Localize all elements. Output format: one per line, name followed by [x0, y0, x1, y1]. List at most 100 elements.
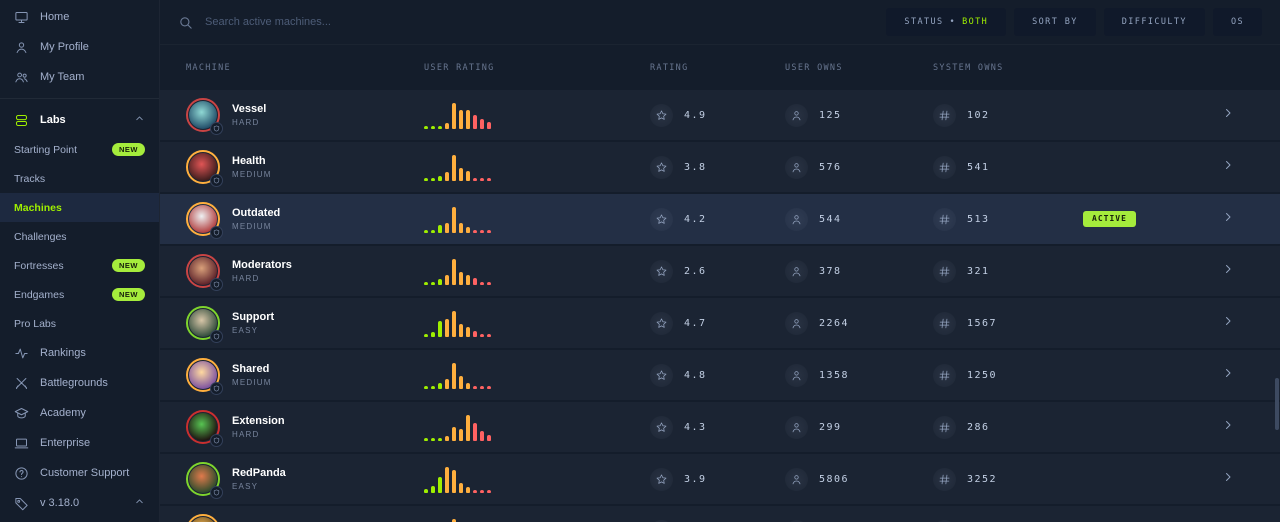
- sidebar-item-my-profile[interactable]: My Profile: [0, 32, 159, 62]
- hash-icon: [933, 415, 956, 439]
- row-chevron[interactable]: [1178, 314, 1264, 332]
- row-chevron[interactable]: [1178, 106, 1264, 124]
- sidebar-item-academy[interactable]: Academy: [0, 398, 159, 428]
- histogram-bar: [438, 224, 442, 233]
- row-chevron[interactable]: [1178, 418, 1264, 436]
- machine-row[interactable]: Health MEDIUM 3.8 576 541: [160, 142, 1280, 192]
- machine-difficulty: MEDIUM: [232, 378, 272, 387]
- machine-avatar: [186, 202, 223, 239]
- machine-row[interactable]: Extension HARD 4.3 299 286: [160, 402, 1280, 452]
- sidebar-item-my-team[interactable]: My Team: [0, 62, 159, 92]
- system-owns-cell: 321: [933, 259, 1083, 283]
- histogram-bar: [431, 485, 435, 493]
- sidebar-group-labs[interactable]: Labs: [0, 105, 159, 135]
- row-chevron[interactable]: [1178, 158, 1264, 176]
- machine-avatar: [186, 150, 223, 187]
- star-icon: [650, 103, 673, 127]
- machine-name: Moderators: [232, 259, 292, 271]
- user-rating-histogram: [424, 206, 491, 233]
- histogram-bar: [424, 177, 428, 181]
- sidebar-item-rankings[interactable]: Rankings: [0, 338, 159, 368]
- os-badge-icon: [210, 330, 223, 343]
- chevron-up-icon[interactable]: [134, 496, 145, 510]
- sidebar-item-label: Machines: [14, 201, 62, 214]
- machine-name: Vessel: [232, 103, 267, 115]
- row-chevron[interactable]: [1178, 366, 1264, 384]
- person-icon: [785, 103, 808, 127]
- sidebar-item-challenges[interactable]: Challenges: [0, 222, 159, 251]
- histogram-bar: [445, 171, 449, 181]
- sidebar-version[interactable]: v 3.18.0: [0, 488, 159, 518]
- rating-cell: 4.7: [650, 311, 785, 335]
- sidebar-item-battlegrounds[interactable]: Battlegrounds: [0, 368, 159, 398]
- row-chevron[interactable]: [1178, 262, 1264, 280]
- person-icon: [785, 415, 808, 439]
- column-header: RATING: [650, 62, 689, 73]
- machine-row[interactable]: Support EASY 4.7 2264 1567: [160, 298, 1280, 348]
- histogram-bar: [445, 122, 449, 129]
- histogram-bar: [452, 102, 456, 129]
- machine-row-partial[interactable]: [160, 506, 1280, 522]
- rating-cell: 4.3: [650, 415, 785, 439]
- sidebar-item-label: Pro Labs: [14, 317, 57, 330]
- filter-difficulty[interactable]: DIFFICULTY: [1103, 8, 1205, 36]
- filter-sort-by[interactable]: SORT BY: [1014, 8, 1096, 36]
- grad-cap-icon: [14, 406, 29, 421]
- user-owns-cell: 299: [785, 415, 933, 439]
- histogram-bar: [487, 121, 491, 129]
- histogram-bar: [459, 482, 463, 493]
- sidebar-item-customer-support[interactable]: Customer Support: [0, 458, 159, 488]
- help-icon: [14, 466, 29, 481]
- filter-os[interactable]: OS: [1212, 8, 1262, 36]
- sidebar-item-label: Fortresses: [14, 259, 64, 272]
- histogram-bar: [431, 177, 435, 181]
- histogram-bar: [473, 114, 477, 129]
- monitor-icon: [14, 10, 29, 25]
- filter-status[interactable]: STATUS • BOTH: [886, 8, 1007, 36]
- sidebar-item-machines[interactable]: Machines: [0, 193, 159, 222]
- user-owns-cell: 125: [785, 103, 933, 127]
- histogram-bar: [487, 489, 491, 493]
- swords-icon: [14, 376, 29, 391]
- histogram-bar: [424, 385, 428, 389]
- histogram-bar: [431, 125, 435, 129]
- hash-icon: [933, 155, 956, 179]
- chevron-up-icon[interactable]: [134, 113, 145, 127]
- search-input[interactable]: [205, 16, 505, 28]
- sidebar-item-home[interactable]: Home: [0, 2, 159, 32]
- row-chevron[interactable]: [1178, 470, 1264, 488]
- machine-row[interactable]: Shared MEDIUM 4.8 1358 1250: [160, 350, 1280, 400]
- histogram-bar: [473, 385, 477, 389]
- user-rating-cell: [424, 518, 650, 522]
- sidebar-item-label: Challenges: [14, 230, 67, 243]
- user-owns-cell: 378: [785, 259, 933, 283]
- user-owns-value: 2264: [819, 317, 850, 329]
- machine-row[interactable]: Vessel HARD 4.9 125 102: [160, 90, 1280, 140]
- system-owns-cell: 286: [933, 415, 1083, 439]
- sidebar-item-pro-labs[interactable]: Pro Labs: [0, 309, 159, 338]
- histogram-bar: [445, 466, 449, 493]
- version-label: v 3.18.0: [40, 497, 80, 509]
- machine-name: Outdated: [232, 207, 281, 219]
- machine-row[interactable]: Moderators HARD 2.6 378 321: [160, 246, 1280, 296]
- sidebar-item-starting-point[interactable]: Starting Point NEW: [0, 135, 159, 164]
- row-chevron[interactable]: [1178, 210, 1264, 228]
- histogram-bar: [473, 177, 477, 181]
- sidebar-item-fortresses[interactable]: Fortresses NEW: [0, 251, 159, 280]
- scrollbar-thumb[interactable]: [1275, 378, 1279, 430]
- histogram-bar: [445, 222, 449, 233]
- sidebar-item-label: Tracks: [14, 172, 46, 185]
- user-rating-cell: [424, 310, 650, 337]
- user-owns-value: 299: [819, 421, 842, 433]
- machine-row[interactable]: Outdated MEDIUM 4.2 544 513 ACTIVE: [160, 194, 1280, 244]
- machine-row[interactable]: RedPanda EASY 3.9 5806 3252: [160, 454, 1280, 504]
- activity-icon: [14, 346, 29, 361]
- os-badge-icon: [210, 226, 223, 239]
- machine-cell: Health MEDIUM: [186, 150, 424, 187]
- os-badge-icon: [210, 486, 223, 499]
- sidebar-item-endgames[interactable]: Endgames NEW: [0, 280, 159, 309]
- sidebar-item-label: Endgames: [14, 288, 65, 301]
- sidebar-item-enterprise[interactable]: Enterprise: [0, 428, 159, 458]
- sidebar-item-tracks[interactable]: Tracks: [0, 164, 159, 193]
- user-owns-cell: 1358: [785, 363, 933, 387]
